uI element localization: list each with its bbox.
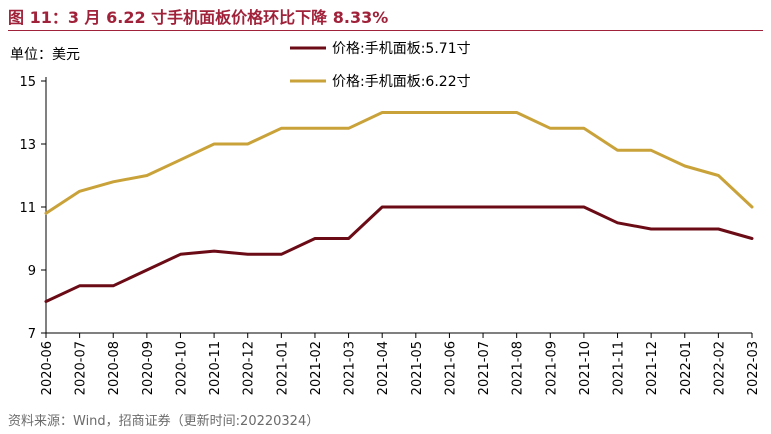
x-tick-label: 2020-08 [107, 341, 122, 395]
x-tick-label: 2022-02 [712, 341, 727, 395]
legend-label-2: 价格:手机面板:6.22寸 [332, 74, 471, 90]
y-tick-label: 9 [28, 264, 36, 279]
y-tick-label: 7 [28, 327, 36, 342]
x-tick-label: 2021-07 [477, 341, 492, 395]
x-tick-label: 2020-06 [40, 341, 55, 395]
series-line-2 [44, 111, 754, 215]
x-tick-label: 2021-08 [511, 341, 526, 395]
series-layer [44, 111, 754, 303]
x-tick-label: 2021-11 [612, 341, 627, 395]
x-tick-label: 2020-09 [141, 341, 156, 395]
chart-title: 图 11：3 月 6.22 寸手机面板价格环比下降 8.33% [8, 8, 389, 27]
x-tick-label: 2021-10 [578, 341, 593, 395]
y-tick-label: 13 [19, 138, 36, 153]
x-tick-label: 2020-12 [242, 341, 257, 395]
title-divider [8, 30, 763, 31]
x-tick-label: 2022-01 [679, 341, 694, 395]
y-tick-label: 11 [19, 201, 36, 216]
x-tick-label: 2021-06 [443, 341, 458, 395]
x-tick-label: 2021-02 [309, 341, 324, 395]
legend-label-1: 价格:手机面板:5.71寸 [332, 41, 471, 57]
x-tick-label: 2021-04 [376, 341, 391, 395]
x-tick-label: 2020-10 [174, 341, 189, 395]
source-note: 资料来源：Wind，招商证券（更新时间:20220324） [8, 414, 320, 429]
x-tick-label: 2021-09 [544, 341, 559, 395]
y-tick-label: 15 [19, 75, 36, 90]
unit-label: 单位：美元 [10, 47, 80, 63]
x-tick-label: 2020-11 [208, 341, 223, 395]
series-line-1 [44, 205, 754, 303]
chart-axes: 7 9 11 13 15 2020-06 2020-07 2020-08 2020-09 2020… [19, 75, 761, 395]
x-tick-label: 2021-05 [410, 341, 425, 395]
x-tick-label: 2022-03 [746, 341, 761, 395]
x-tick-label: 2020-07 [74, 341, 89, 395]
x-tick-label: 2021-12 [645, 341, 660, 395]
x-tick-label: 2021-03 [343, 341, 358, 395]
x-tick-label: 2021-01 [275, 341, 290, 395]
